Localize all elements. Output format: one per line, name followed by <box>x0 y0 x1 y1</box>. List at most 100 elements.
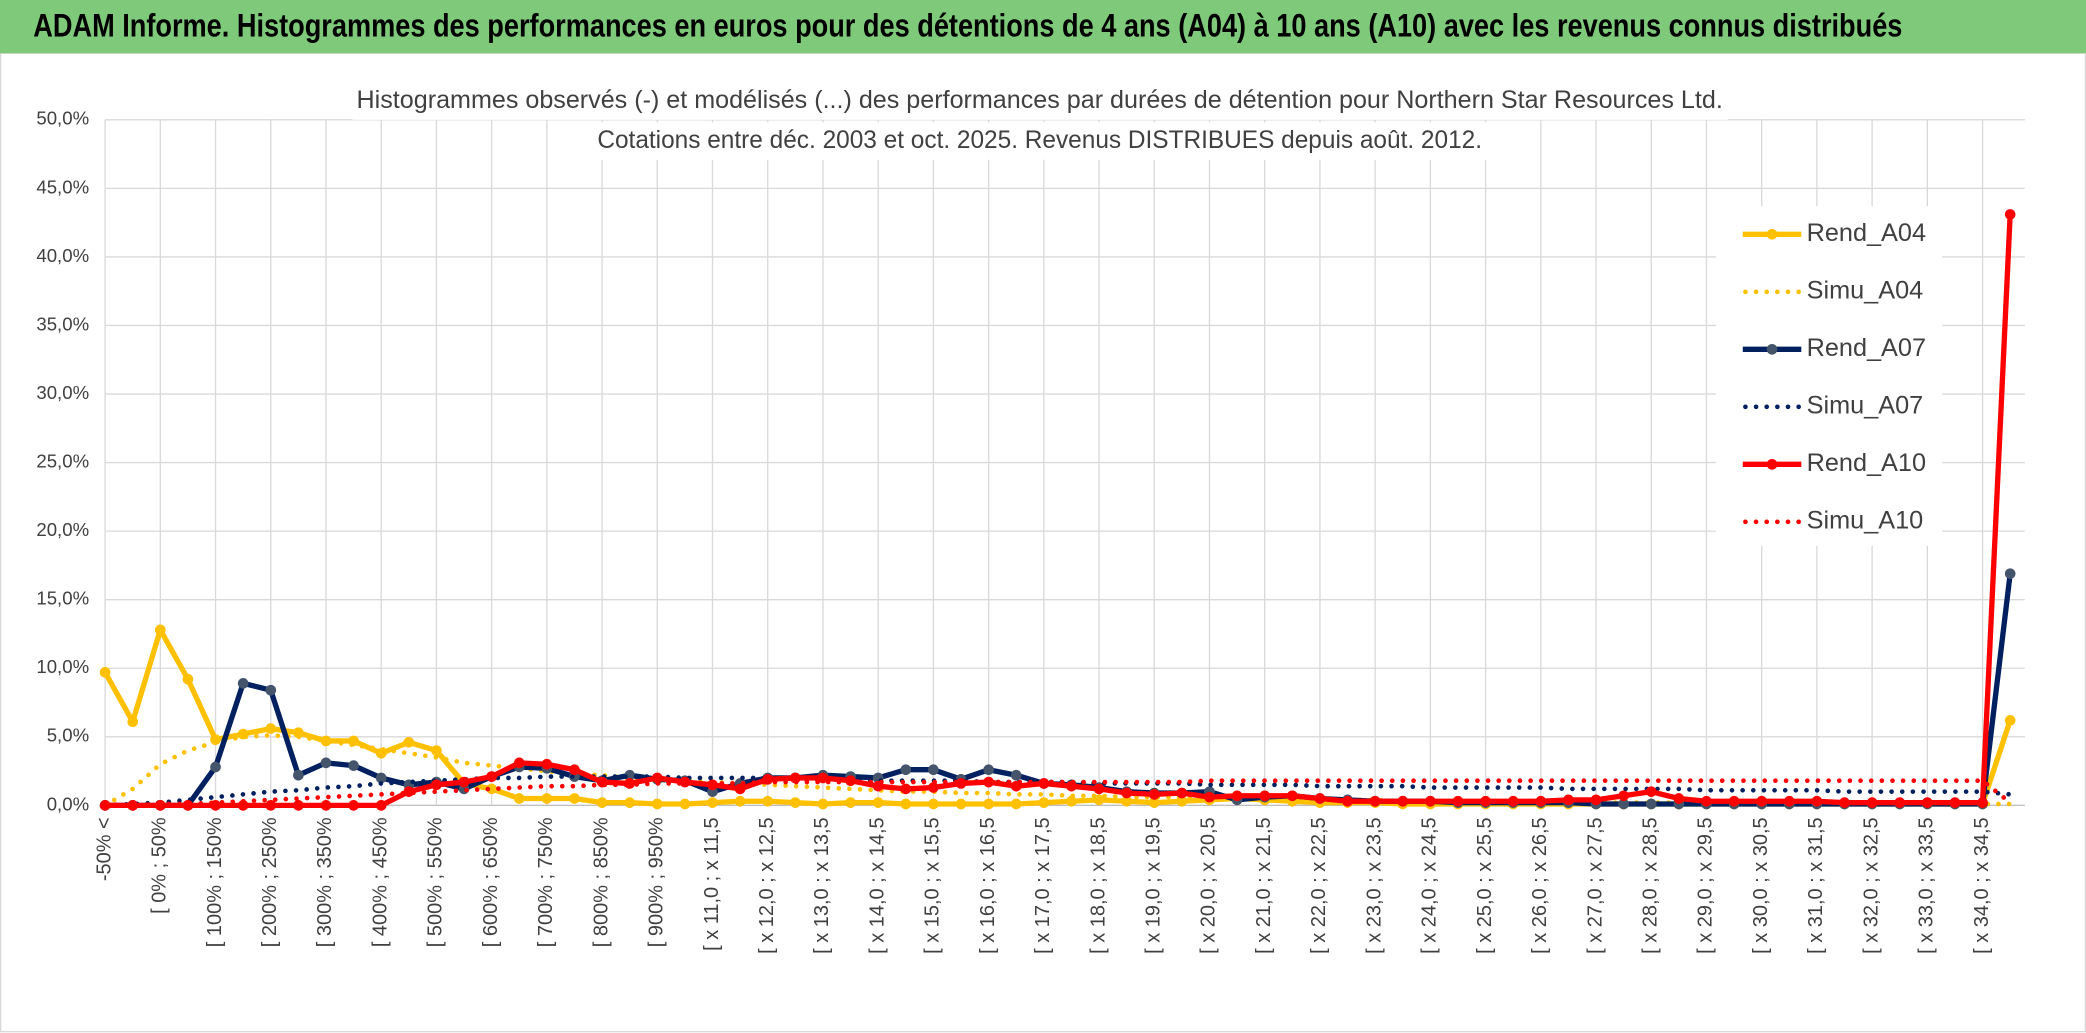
data-point <box>1535 795 1547 807</box>
data-point <box>431 745 442 756</box>
data-point <box>955 778 967 789</box>
y-tick-label: 5,0% <box>47 725 89 746</box>
x-tick-label: [ 900% ; 950% <box>646 817 668 947</box>
data-point <box>817 772 829 784</box>
data-point <box>1728 795 1740 807</box>
x-tick-label: [ x 27,0 ; x 27,5 <box>1584 817 1606 953</box>
data-point <box>1977 797 1988 808</box>
data-point <box>1231 790 1243 802</box>
data-point <box>1121 795 1132 807</box>
x-tick-label: -50% < <box>93 817 115 881</box>
data-point <box>872 797 884 808</box>
data-point <box>1397 795 1409 807</box>
x-tick-label: [ x 15,0 ; x 15,5 <box>922 817 944 953</box>
data-point <box>1618 790 1629 802</box>
series-line <box>102 778 2013 808</box>
data-point <box>1811 795 1823 807</box>
data-point <box>1148 797 1160 808</box>
data-point <box>1038 797 1050 808</box>
data-point <box>679 798 691 810</box>
data-point <box>1314 793 1326 804</box>
data-point <box>1010 769 1022 781</box>
data-point <box>1590 794 1602 806</box>
data-point <box>1342 795 1353 807</box>
y-tick-label: 15,0% <box>36 588 89 609</box>
data-point <box>1645 798 1657 810</box>
data-point <box>1480 795 1491 807</box>
data-point <box>1066 795 1077 807</box>
data-point <box>1121 787 1132 799</box>
data-point <box>1204 791 1215 803</box>
legend-marker <box>1766 343 1778 355</box>
x-tick-label: [ x 12,0 ; x 12,5 <box>756 817 778 953</box>
chart-subtitle: Cotations entre déc. 2003 et oct. 2025. … <box>597 126 1482 154</box>
x-tick-label: [ x 34,0 ; x 34,5 <box>1971 817 1993 953</box>
x-tick-label: [ x 30,0 ; x 30,5 <box>1750 817 1772 953</box>
legend-bg <box>1716 206 1943 546</box>
x-tick-label: [ x 14,0 ; x 14,5 <box>866 817 888 953</box>
data-point <box>320 735 332 747</box>
x-tick-label: [ 500% ; 550% <box>425 817 447 947</box>
data-point <box>1673 793 1685 804</box>
data-point <box>320 757 332 769</box>
subtitle-bg <box>590 122 1489 160</box>
x-tick-label: [ x 17,0 ; x 17,5 <box>1032 817 1054 953</box>
legend-label: Simu_A04 <box>1807 276 1924 304</box>
legend: Rend_A04 Simu_A04 Rend_A07 Simu_A07 Rend_A10… <box>1716 206 1943 546</box>
x-tick-label: [ 700% ; 750% <box>535 817 557 947</box>
data-point <box>431 779 442 791</box>
data-point <box>651 772 663 784</box>
data-point <box>99 667 111 678</box>
x-tick-label: [ x 13,0 ; x 13,5 <box>811 817 833 953</box>
data-point <box>293 769 304 781</box>
data-point <box>513 793 525 804</box>
data-point <box>983 798 994 810</box>
data-point <box>928 798 939 810</box>
data-point <box>1452 795 1464 807</box>
data-point <box>1010 798 1022 810</box>
legend-label: Rend_A07 <box>1807 334 1926 362</box>
y-tick-label: 35,0% <box>36 313 89 334</box>
data-point <box>154 624 166 636</box>
data-point <box>1093 794 1105 806</box>
x-tick-label: [ x 20,0 ; x 20,5 <box>1198 817 1220 953</box>
data-point <box>1894 797 1906 808</box>
legend-label: Simu_A10 <box>1807 506 1924 534</box>
data-point <box>265 684 277 696</box>
data-point <box>1645 786 1657 797</box>
title-bg <box>352 82 1729 120</box>
data-point <box>182 673 194 685</box>
data-point <box>900 764 912 776</box>
x-tick-label: [ x 22,0 ; x 22,5 <box>1308 817 1330 953</box>
plot <box>99 209 2016 811</box>
data-point <box>403 736 415 748</box>
data-point <box>265 800 277 811</box>
data-point <box>734 783 746 795</box>
data-point <box>2004 209 2016 220</box>
data-point <box>348 760 359 771</box>
data-point <box>486 783 497 795</box>
x-tick-label: [ x 23,0 ; x 23,5 <box>1363 817 1385 953</box>
data-point <box>458 776 470 788</box>
data-point <box>790 797 801 808</box>
data-point <box>679 776 691 788</box>
data-point <box>293 727 304 739</box>
data-point <box>845 797 856 808</box>
data-point <box>1756 795 1768 807</box>
y-tick-label: 45,0% <box>36 176 89 197</box>
data-point <box>569 764 580 776</box>
data-point <box>210 761 221 773</box>
data-point <box>348 800 359 811</box>
data-point <box>1148 789 1160 800</box>
x-tick-label: [ x 32,0 ; x 32,5 <box>1860 817 1882 953</box>
x-tick-label: [ x 24,0 ; x 24,5 <box>1419 817 1441 953</box>
data-point <box>707 797 718 808</box>
data-point <box>2004 715 2016 726</box>
x-tick-label: [ x 21,0 ; x 21,5 <box>1253 817 1275 953</box>
legend-label: Rend_A04 <box>1807 219 1926 247</box>
data-point <box>1563 794 1574 806</box>
data-point <box>928 764 939 776</box>
x-tick-label: [ 0% ; 50% <box>149 817 171 914</box>
data-point <box>237 800 249 811</box>
